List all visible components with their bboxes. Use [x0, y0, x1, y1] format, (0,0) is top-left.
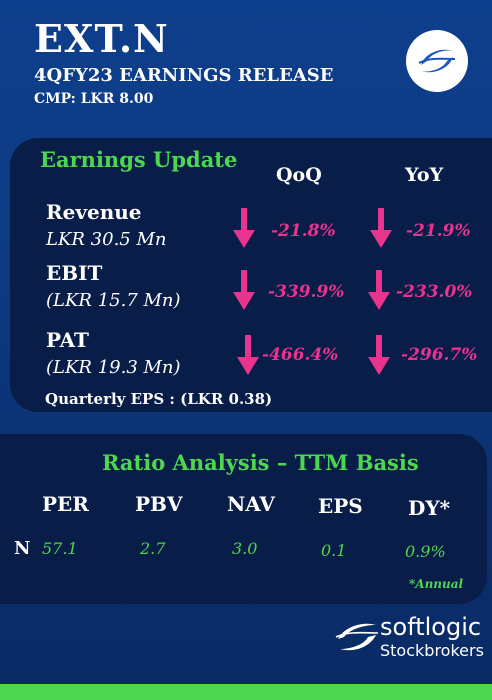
qoq-pat: -466.4%	[262, 345, 339, 365]
qoq-header: QoQ	[276, 164, 322, 186]
ratio-header-per: PER	[42, 492, 89, 516]
company-logo-icon	[406, 30, 468, 92]
metric-label-ebit: EBIT	[46, 261, 103, 285]
cmp-price: CMP: LKR 8.00	[34, 91, 154, 107]
brand-subname: Stockbrokers	[380, 641, 484, 660]
ratio-panel	[0, 434, 487, 604]
ratio-row-label: N	[14, 538, 31, 559]
down-arrow-icon	[237, 335, 259, 375]
brand-name: softlogic	[380, 613, 482, 641]
quarterly-eps: Quarterly EPS : (LKR 0.38)	[45, 390, 273, 408]
yoy-pat: -296.7%	[401, 345, 478, 365]
ratio-header-pbv: PBV	[135, 492, 183, 516]
down-arrow-icon	[368, 270, 390, 310]
softlogic-swoosh-icon	[335, 623, 379, 651]
yoy-revenue: -21.9%	[406, 221, 471, 241]
release-title: 4QFY23 EARNINGS RELEASE	[34, 65, 334, 86]
bottom-accent-bar	[0, 684, 492, 700]
qoq-ebit: -339.9%	[268, 282, 345, 302]
qoq-revenue: -21.8%	[271, 221, 336, 241]
ratio-value-pbv: 2.7	[140, 539, 166, 558]
yoy-ebit: -233.0%	[396, 282, 473, 302]
ratio-title: Ratio Analysis – TTM Basis	[102, 450, 419, 475]
metric-amount-ebit: (LKR 15.7 Mn)	[46, 290, 181, 311]
metric-label-pat: PAT	[46, 328, 89, 352]
metric-amount-revenue: LKR 30.5 Mn	[46, 229, 167, 250]
down-arrow-icon	[370, 208, 392, 248]
earnings-title: Earnings Update	[40, 147, 238, 172]
ratio-header-eps: EPS	[318, 494, 363, 518]
metric-label-revenue: Revenue	[46, 200, 142, 224]
down-arrow-icon	[233, 270, 255, 310]
metric-amount-pat: (LKR 19.3 Mn)	[46, 357, 181, 378]
ratio-header-dy: DY*	[408, 496, 451, 520]
down-arrow-icon	[368, 335, 390, 375]
yoy-header: YoY	[405, 164, 444, 186]
ratio-value-dy: 0.9%	[405, 542, 446, 561]
ratio-header-nav: NAV	[227, 492, 275, 516]
ratio-value-nav: 3.0	[232, 539, 258, 558]
ratio-value-per: 57.1	[42, 539, 78, 558]
down-arrow-icon	[233, 208, 255, 248]
annual-footnote: *Annual	[409, 577, 464, 591]
ticker-title: EXT.N	[34, 16, 169, 61]
ratio-value-eps: 0.1	[321, 541, 347, 560]
